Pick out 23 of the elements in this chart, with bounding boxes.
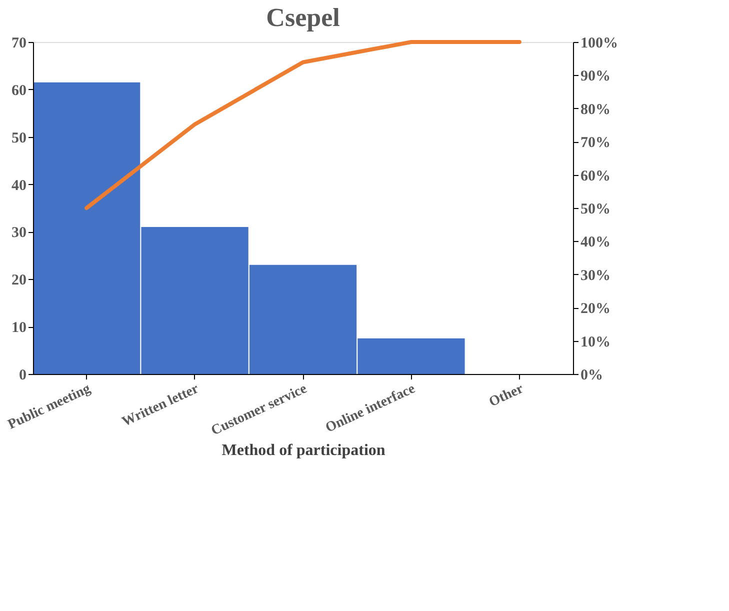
y2-tick-label: 40% [580,234,610,251]
y2-tick-label: 60% [580,168,610,184]
y-tick-label: 20 [12,272,26,289]
y-tick-label: 0 [19,368,26,384]
y2-tick-label: 50% [580,202,610,218]
y-tick-label: 60 [12,82,26,99]
y2-tick-label: 0% [580,368,603,384]
y-tick-label: 40 [12,178,26,194]
y-tick-label: 30 [12,225,26,242]
x-axis-title: Method of participation [222,442,386,460]
y2-tick-label: 70% [580,135,610,152]
y2-tick-label: 100% [580,36,618,52]
line-series [84,40,522,210]
y-tick-label: 10 [12,320,26,336]
y-tick-label: 50 [12,130,26,146]
chart-title: Csepel [266,3,340,32]
y2-tick-label: 20% [580,301,610,318]
y2-tick-label: 10% [580,334,610,350]
y2-tick-label: 30% [580,268,610,284]
y2-tick-label: 80% [580,102,610,118]
y2-tick-label: 90% [580,68,610,85]
y-tick-label: 70 [12,36,26,52]
x-tick-label: Other [487,382,526,410]
